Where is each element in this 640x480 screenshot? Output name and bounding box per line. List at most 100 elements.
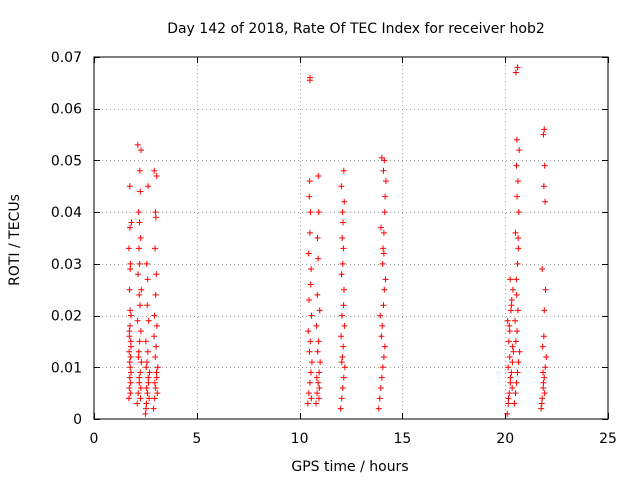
data-point xyxy=(516,147,523,154)
data-point xyxy=(516,348,523,355)
series-pass-12.1h xyxy=(337,167,348,412)
data-point xyxy=(145,317,152,324)
data-point xyxy=(126,333,133,340)
data-point xyxy=(514,260,521,267)
data-point xyxy=(153,369,160,376)
data-point xyxy=(153,343,160,350)
data-point xyxy=(513,162,520,169)
data-point xyxy=(137,328,144,335)
data-point xyxy=(316,307,323,314)
data-point xyxy=(153,172,160,179)
data-point xyxy=(381,343,388,350)
data-point xyxy=(341,198,348,205)
data-point xyxy=(508,302,515,309)
data-point xyxy=(509,384,516,391)
data-point xyxy=(513,379,520,386)
data-point xyxy=(153,374,160,381)
data-point xyxy=(315,255,322,262)
data-point xyxy=(510,286,517,293)
data-point xyxy=(142,410,149,417)
data-point xyxy=(540,333,547,340)
data-point xyxy=(143,400,150,407)
x-tick-label: 5 xyxy=(192,431,201,447)
data-point xyxy=(514,369,521,376)
data-point xyxy=(381,286,388,293)
data-point xyxy=(505,400,512,407)
data-point xyxy=(137,235,144,241)
data-point xyxy=(127,390,134,397)
data-point xyxy=(308,359,315,366)
data-point xyxy=(144,348,151,355)
data-point xyxy=(136,167,143,174)
data-point xyxy=(380,167,387,174)
data-point xyxy=(315,338,322,345)
data-point xyxy=(539,395,546,402)
data-point xyxy=(382,193,389,200)
data-point xyxy=(306,77,313,84)
data-point xyxy=(127,364,134,371)
data-point xyxy=(340,374,347,381)
data-point xyxy=(379,322,386,329)
data-point xyxy=(512,317,519,324)
series-pass-3.0h xyxy=(150,167,161,412)
data-point xyxy=(376,395,383,402)
data-point xyxy=(135,348,142,355)
data-point xyxy=(151,395,158,402)
data-point xyxy=(506,353,513,360)
data-point xyxy=(127,260,134,267)
data-point xyxy=(539,343,546,350)
data-point xyxy=(509,343,516,350)
series-pass-2.6h xyxy=(142,183,153,417)
y-tick-label: 0 xyxy=(73,412,82,428)
data-point xyxy=(128,343,135,350)
data-point xyxy=(512,338,519,345)
data-point xyxy=(154,364,161,371)
data-point xyxy=(378,333,385,340)
data-point xyxy=(380,229,387,236)
data-point xyxy=(539,266,546,273)
series-pass-20.6h xyxy=(511,64,523,407)
data-point xyxy=(144,302,151,309)
data-point xyxy=(381,209,388,216)
data-point xyxy=(126,384,133,391)
data-point xyxy=(127,353,134,360)
data-point xyxy=(508,297,515,304)
data-point xyxy=(380,250,387,257)
data-point xyxy=(375,405,382,412)
y-axis-label: ROTI / TECUs xyxy=(7,194,23,286)
data-point xyxy=(507,276,514,283)
data-point xyxy=(506,390,513,397)
data-point xyxy=(126,183,133,190)
data-point xyxy=(151,333,158,340)
data-point xyxy=(538,405,545,412)
data-point xyxy=(144,276,151,283)
data-point xyxy=(138,286,145,293)
data-point xyxy=(379,364,386,371)
data-point xyxy=(515,245,522,252)
data-point xyxy=(306,348,313,355)
data-point xyxy=(377,312,384,319)
data-point xyxy=(507,379,514,386)
data-point xyxy=(307,209,314,216)
data-point xyxy=(316,369,323,376)
x-tick-label: 15 xyxy=(393,431,411,447)
data-point xyxy=(126,359,133,366)
data-point xyxy=(514,307,521,314)
data-point xyxy=(378,154,385,161)
data-point xyxy=(515,359,522,366)
data-point xyxy=(504,317,511,324)
data-point xyxy=(540,183,547,190)
data-point xyxy=(514,328,521,335)
x-tick-label: 0 xyxy=(90,431,99,447)
data-point xyxy=(315,379,322,386)
chart-title: Day 142 of 2018, Rate Of TEC Index for r… xyxy=(167,21,545,37)
data-point xyxy=(305,328,312,335)
data-point xyxy=(338,333,345,340)
y-tick-label: 0.04 xyxy=(51,205,82,221)
series-pass-1.7h xyxy=(125,183,135,402)
data-point xyxy=(542,364,549,371)
data-point xyxy=(513,136,520,143)
data-point xyxy=(380,302,387,309)
data-point xyxy=(313,374,320,381)
